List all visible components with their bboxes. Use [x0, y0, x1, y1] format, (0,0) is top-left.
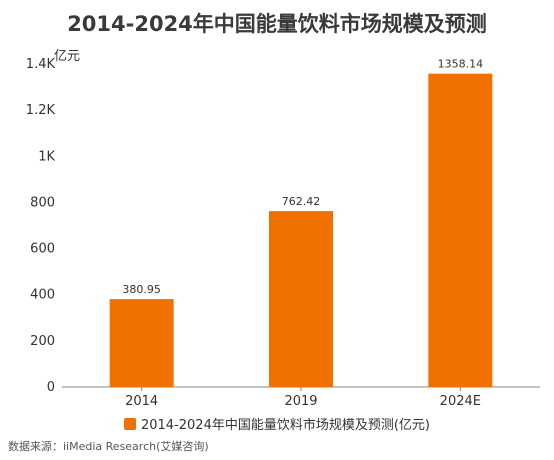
source-note: 数据来源：iiMedia Research(艾媒咨询)	[8, 440, 209, 453]
legend-swatch	[123, 418, 136, 430]
y-tick-label: 0	[47, 380, 55, 395]
x-tick-label: 2014	[125, 394, 158, 409]
y-tick-label: 1.2K	[26, 103, 56, 118]
x-tick-label: 2019	[284, 394, 317, 409]
bar	[428, 73, 493, 387]
y-tick-label: 600	[30, 242, 55, 257]
legend: 2014-2024年中国能量饮料市场规模及预测(亿元)	[0, 414, 554, 433]
legend-label: 2014-2024年中国能量饮料市场规模及预测(亿元)	[140, 418, 430, 433]
chart-title: 2014-2024年中国能量饮料市场规模及预测	[67, 12, 487, 36]
bar-value-label: 380.95	[122, 283, 161, 296]
bar	[109, 299, 174, 387]
x-tick-label: 2024E	[440, 394, 481, 409]
bar-value-label: 762.42	[282, 195, 321, 208]
y-tick-label: 200	[30, 334, 55, 349]
y-tick-label: 1.4K	[26, 57, 56, 72]
bar-value-label: 1358.14	[438, 58, 484, 71]
y-tick-label: 800	[30, 195, 55, 210]
y-axis-unit: 亿元	[54, 49, 81, 64]
bar	[269, 211, 333, 387]
y-tick-label: 1K	[38, 149, 55, 164]
y-tick-label: 400	[30, 288, 55, 303]
